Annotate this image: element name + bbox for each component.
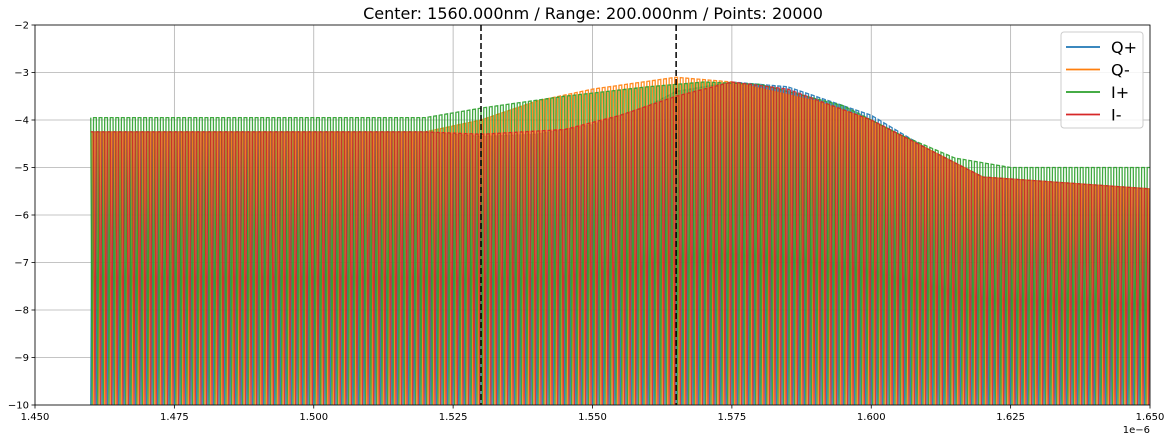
legend-label: I+ bbox=[1111, 83, 1129, 102]
x-axis: 1.450 1.475 1.500 1.525 1.550 1.575 1.600 1.625… bbox=[21, 405, 1165, 423]
x-tick-label: 1.500 bbox=[299, 412, 328, 423]
legend-label: Q- bbox=[1111, 61, 1130, 80]
legend-label: I- bbox=[1111, 106, 1122, 125]
chart-title: Center: 1560.000nm / Range: 200.000nm / … bbox=[363, 4, 823, 23]
x-tick-label: 1.525 bbox=[439, 412, 468, 423]
y-tick-label: −7 bbox=[14, 258, 29, 269]
legend-box bbox=[1060, 31, 1144, 129]
y-tick-label: −2 bbox=[14, 21, 29, 32]
x-tick-label: 1.475 bbox=[160, 412, 189, 423]
y-tick-label: −8 bbox=[14, 306, 29, 317]
x-tick-label: 1.450 bbox=[21, 412, 50, 423]
series-group bbox=[90, 76, 1150, 405]
y-tick-label: −3 bbox=[14, 68, 29, 79]
x-tick-label: 1.575 bbox=[718, 412, 747, 423]
x-offset-label: 1e−6 bbox=[1123, 425, 1150, 436]
y-tick-label: −10 bbox=[8, 401, 29, 412]
y-tick-label: −5 bbox=[14, 163, 29, 174]
y-tick-label: −9 bbox=[14, 353, 29, 364]
series-line-I+ bbox=[90, 81, 1150, 405]
legend: Q+ Q- I+ I- bbox=[1060, 31, 1144, 129]
legend-label: Q+ bbox=[1111, 38, 1137, 57]
y-axis: −10 −9 −8 −7 −6 −5 −4 −3 −2 bbox=[8, 21, 35, 412]
series-line-I- bbox=[90, 81, 1150, 405]
x-tick-label: 1.625 bbox=[996, 412, 1025, 423]
x-tick-label: 1.600 bbox=[857, 412, 886, 423]
x-tick-label: 1.650 bbox=[1136, 412, 1165, 423]
y-tick-label: −4 bbox=[14, 116, 29, 127]
vertical-markers bbox=[480, 25, 677, 405]
y-tick-label: −6 bbox=[14, 211, 29, 222]
x-tick-label: 1.550 bbox=[578, 412, 607, 423]
